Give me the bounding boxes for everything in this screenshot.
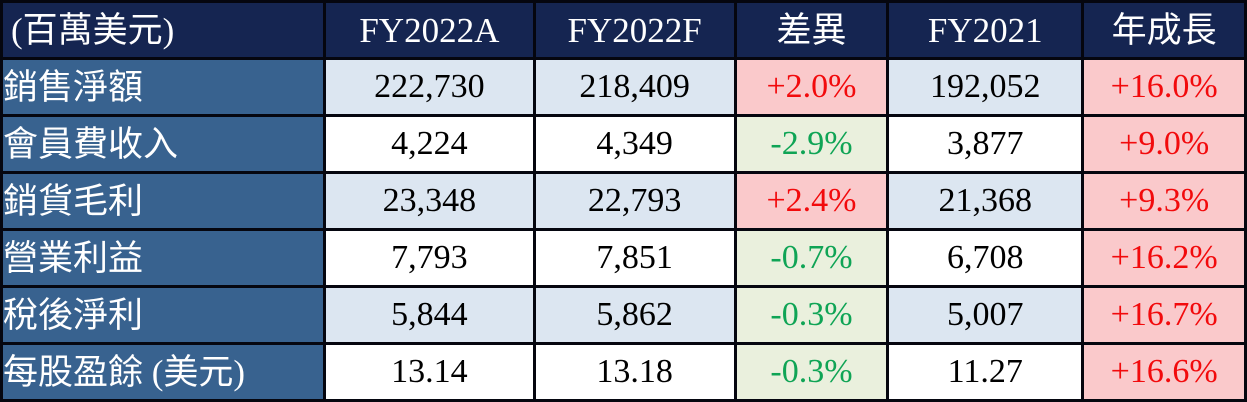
cell-yoy: +16.2% (1081, 228, 1247, 288)
cell-diff: -0.3% (733, 342, 890, 402)
cell-diff: -0.7% (733, 228, 890, 288)
cell-fy2022a: 23,348 (323, 171, 536, 231)
cell-fy2022f: 218,409 (532, 57, 737, 117)
cell-yoy: +16.7% (1081, 285, 1247, 345)
unit-header: (百萬美元) (0, 0, 327, 60)
table-row-gross-profit: 銷貨毛利 23,348 22,793 +2.4% 21,368 +9.3% (0, 171, 1247, 231)
table-header: (百萬美元) FY2022A FY2022F 差異 FY2021 年成長 (0, 0, 1247, 60)
table-row-net-sales: 銷售淨額 222,730 218,409 +2.0% 192,052 +16.0… (0, 57, 1247, 117)
cell-yoy: +9.3% (1081, 171, 1247, 231)
cell-fy2021: 3,877 (886, 114, 1085, 174)
column-header-diff: 差異 (733, 0, 890, 60)
column-header-fy2022a: FY2022A (323, 0, 536, 60)
cell-diff: +2.0% (733, 57, 890, 117)
cell-fy2021: 11.27 (886, 342, 1085, 402)
cell-diff: -2.9% (733, 114, 890, 174)
cell-diff: +2.4% (733, 171, 890, 231)
column-header-yoy: 年成長 (1081, 0, 1247, 60)
cell-fy2022f: 22,793 (532, 171, 737, 231)
table-row-membership-fee: 會員費收入 4,224 4,349 -2.9% 3,877 +9.0% (0, 114, 1247, 174)
table-row-operating-income: 營業利益 7,793 7,851 -0.7% 6,708 +16.2% (0, 228, 1247, 288)
row-label: 會員費收入 (0, 114, 327, 174)
table-row-net-income: 稅後淨利 5,844 5,862 -0.3% 5,007 +16.7% (0, 285, 1247, 345)
cell-yoy: +16.6% (1081, 342, 1247, 402)
column-header-fy2022f: FY2022F (532, 0, 737, 60)
table-body: 銷售淨額 222,730 218,409 +2.0% 192,052 +16.0… (0, 57, 1247, 402)
cell-fy2022f: 13.18 (532, 342, 737, 402)
column-header-fy2021: FY2021 (886, 0, 1085, 60)
row-label: 稅後淨利 (0, 285, 327, 345)
cell-diff: -0.3% (733, 285, 890, 345)
row-label: 銷貨毛利 (0, 171, 327, 231)
cell-fy2021: 192,052 (886, 57, 1085, 117)
cell-fy2022a: 4,224 (323, 114, 536, 174)
cell-yoy: +9.0% (1081, 114, 1247, 174)
cell-fy2022a: 5,844 (323, 285, 536, 345)
header-row: (百萬美元) FY2022A FY2022F 差異 FY2021 年成長 (0, 0, 1247, 60)
cell-fy2022f: 4,349 (532, 114, 737, 174)
table-row-eps: 每股盈餘 (美元) 13.14 13.18 -0.3% 11.27 +16.6% (0, 342, 1247, 402)
cell-fy2021: 21,368 (886, 171, 1085, 231)
row-label: 營業利益 (0, 228, 327, 288)
row-label: 每股盈餘 (美元) (0, 342, 327, 402)
cell-fy2022a: 222,730 (323, 57, 536, 117)
cell-fy2022f: 7,851 (532, 228, 737, 288)
cell-yoy: +16.0% (1081, 57, 1247, 117)
cell-fy2022a: 13.14 (323, 342, 536, 402)
cell-fy2021: 6,708 (886, 228, 1085, 288)
cell-fy2021: 5,007 (886, 285, 1085, 345)
row-label: 銷售淨額 (0, 57, 327, 117)
cell-fy2022a: 7,793 (323, 228, 536, 288)
cell-fy2022f: 5,862 (532, 285, 737, 345)
